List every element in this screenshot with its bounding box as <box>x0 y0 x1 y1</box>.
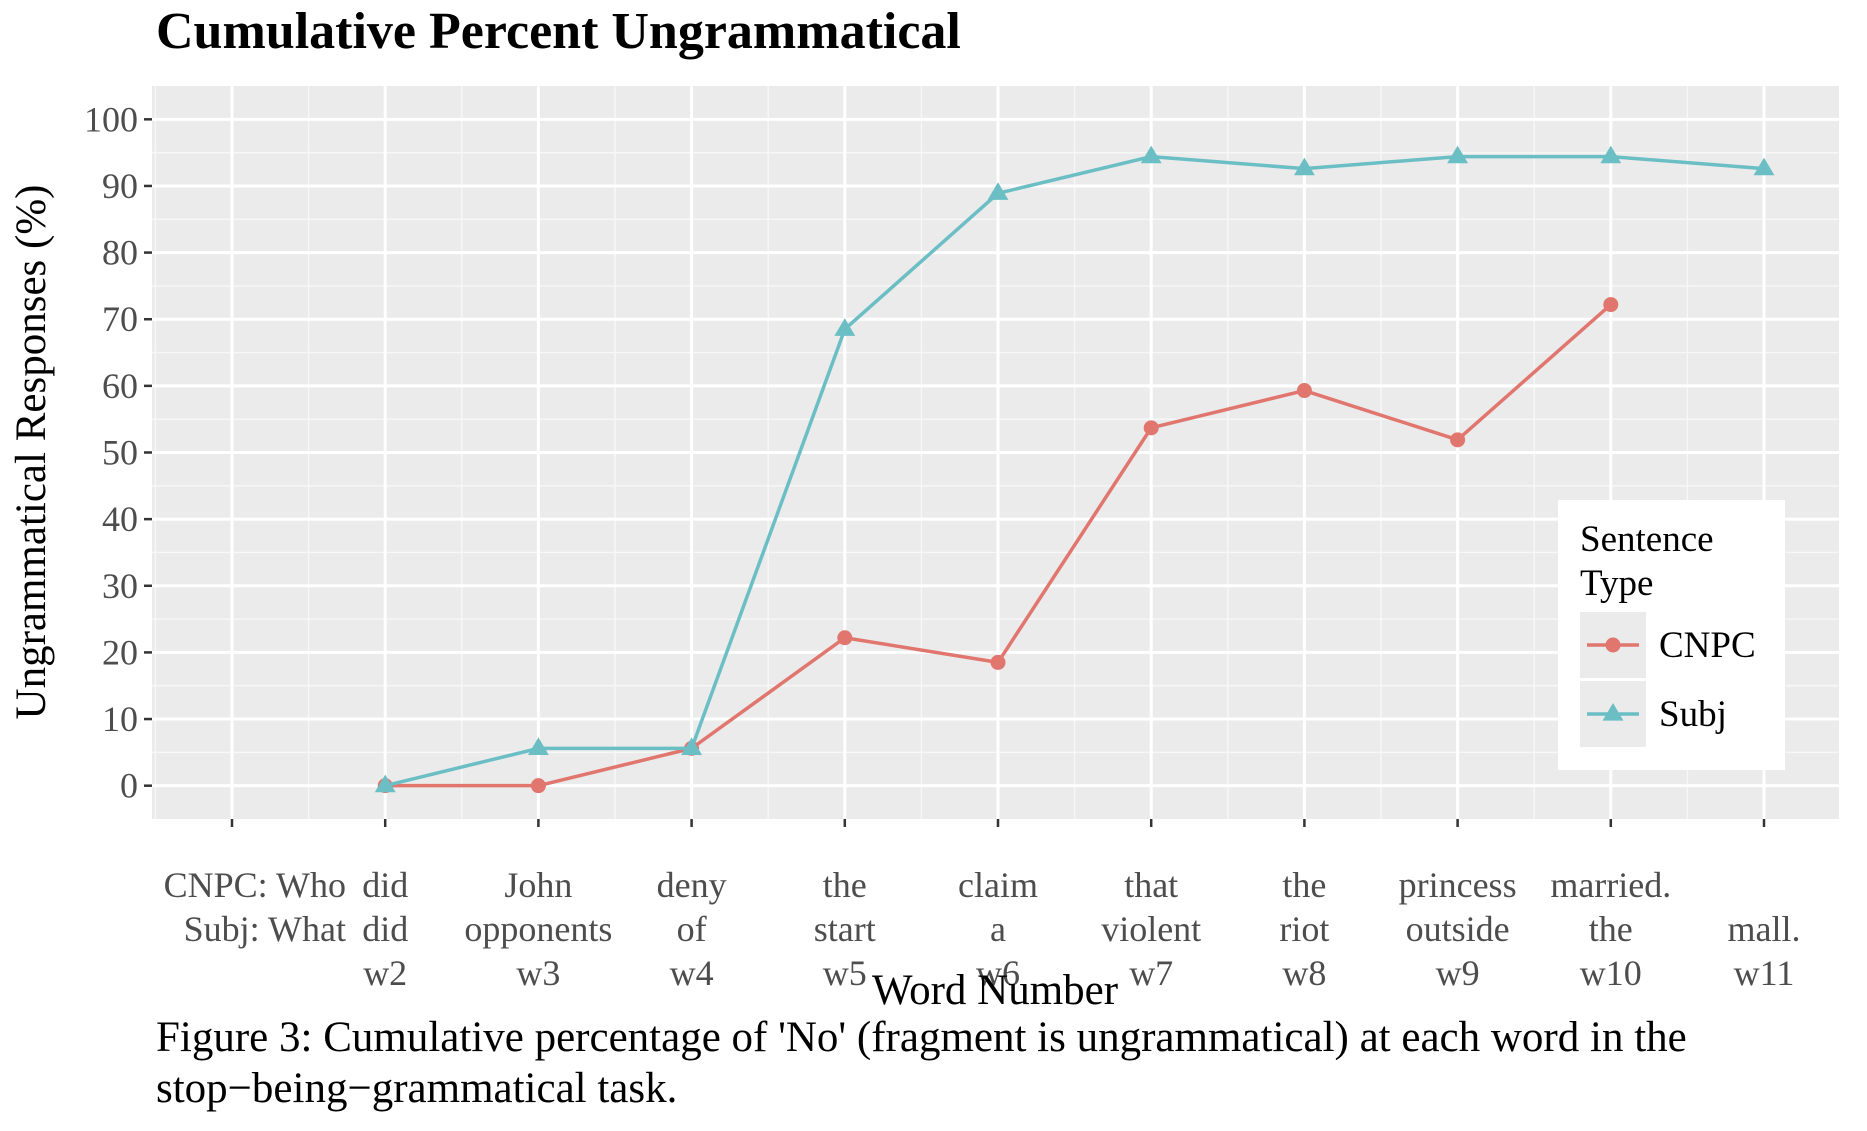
x-tick-label: a <box>990 909 1006 949</box>
x-tick-label: w9 <box>1436 953 1480 993</box>
x-tick-label: w10 <box>1580 953 1642 993</box>
point-subj <box>1600 145 1622 164</box>
y-tick-label: 0 <box>120 766 138 806</box>
x-tick-label: claim <box>958 865 1038 905</box>
series-layer <box>374 145 1775 794</box>
series-line-subj <box>384 154 1765 788</box>
caption-line-2: stop−being−grammatical task. <box>156 1065 678 1112</box>
x-tick-label: outside <box>1406 909 1510 949</box>
legend: Sentence Type CNPC Subj <box>1558 500 1785 770</box>
x-tick-label: w5 <box>823 953 867 993</box>
chart-title: Cumulative Percent Ungrammatical <box>156 3 961 60</box>
x-tick-label: mall. <box>1728 909 1801 949</box>
point-cnpc <box>837 630 853 646</box>
point-subj <box>1447 145 1469 164</box>
caption-line-1: Figure 3: Cumulative percentage of 'No' … <box>156 1014 1687 1061</box>
x-tick-label: CNPC: Who <box>164 865 346 905</box>
y-tick-label: 10 <box>102 699 138 739</box>
x-tick-label: princess <box>1399 865 1517 905</box>
y-tick-label: 60 <box>102 366 138 406</box>
x-tick-label: w3 <box>516 953 560 993</box>
x-tick-label: w7 <box>1129 953 1173 993</box>
legend-key-marker-subj <box>1602 703 1624 721</box>
point-subj <box>1293 157 1315 176</box>
x-tick-label: riot <box>1279 909 1329 949</box>
point-subj <box>834 318 856 336</box>
point-cnpc <box>1296 383 1312 399</box>
x-tick-label: violent <box>1101 909 1201 949</box>
x-tick-label: the <box>1589 909 1633 949</box>
x-tick-label: w2 <box>363 953 407 993</box>
x-tick-label: did <box>362 909 408 949</box>
x-tick-label: w4 <box>670 953 714 993</box>
x-tick-label: Subj: What <box>184 909 346 949</box>
figure-caption: Figure 3: Cumulative percentage of 'No' … <box>156 1012 1867 1114</box>
point-subj <box>987 182 1009 200</box>
y-tick-label: 100 <box>84 99 138 139</box>
point-subj <box>1140 145 1162 164</box>
x-tick-label: start <box>814 909 876 949</box>
x-tick-label: of <box>677 909 707 949</box>
point-subj <box>374 774 396 793</box>
y-tick-label: 40 <box>102 499 138 539</box>
y-axis-title: Ungrammatical Responses (%) <box>8 185 55 720</box>
legend-label-cnpc: CNPC <box>1659 625 1756 666</box>
legend-title-line2: Type <box>1580 563 1653 604</box>
point-cnpc <box>990 654 1006 670</box>
legend-label-subj: Subj <box>1659 694 1727 735</box>
x-axis-title: Word Number <box>872 967 1118 1010</box>
x-tick-label: w8 <box>1282 953 1326 993</box>
point-cnpc <box>1603 297 1619 313</box>
y-tick-label: 30 <box>102 566 138 606</box>
legend-title-line1: Sentence <box>1580 519 1714 560</box>
y-tick-label: 70 <box>102 299 138 339</box>
x-tick-label: w6 <box>976 953 1020 993</box>
x-tick-label: the <box>1282 865 1326 905</box>
x-tick-label: did <box>362 865 408 905</box>
point-subj <box>1753 157 1775 176</box>
y-tick-label: 20 <box>102 632 138 672</box>
x-tick-label: that <box>1124 865 1178 905</box>
y-tick-label: 50 <box>102 433 138 473</box>
legend-key-marker-cnpc <box>1605 637 1621 653</box>
point-cnpc <box>1450 432 1466 448</box>
point-cnpc <box>1143 420 1159 436</box>
y-tick-label: 90 <box>102 166 138 206</box>
y-tick-label: 80 <box>102 233 138 273</box>
point-subj <box>681 737 703 755</box>
x-tick-label: opponents <box>464 909 612 949</box>
x-tick-label: John <box>504 865 572 905</box>
point-cnpc <box>530 778 546 794</box>
y-axis: 0 10 20 30 40 50 60 70 80 90 100 <box>84 99 152 806</box>
point-subj <box>527 737 549 755</box>
grid-major <box>152 86 1839 819</box>
x-tick-label: the <box>823 865 867 905</box>
x-tick-label: married. <box>1550 865 1671 905</box>
x-tick-label: deny <box>657 865 727 905</box>
x-tick-label: w11 <box>1734 953 1795 993</box>
